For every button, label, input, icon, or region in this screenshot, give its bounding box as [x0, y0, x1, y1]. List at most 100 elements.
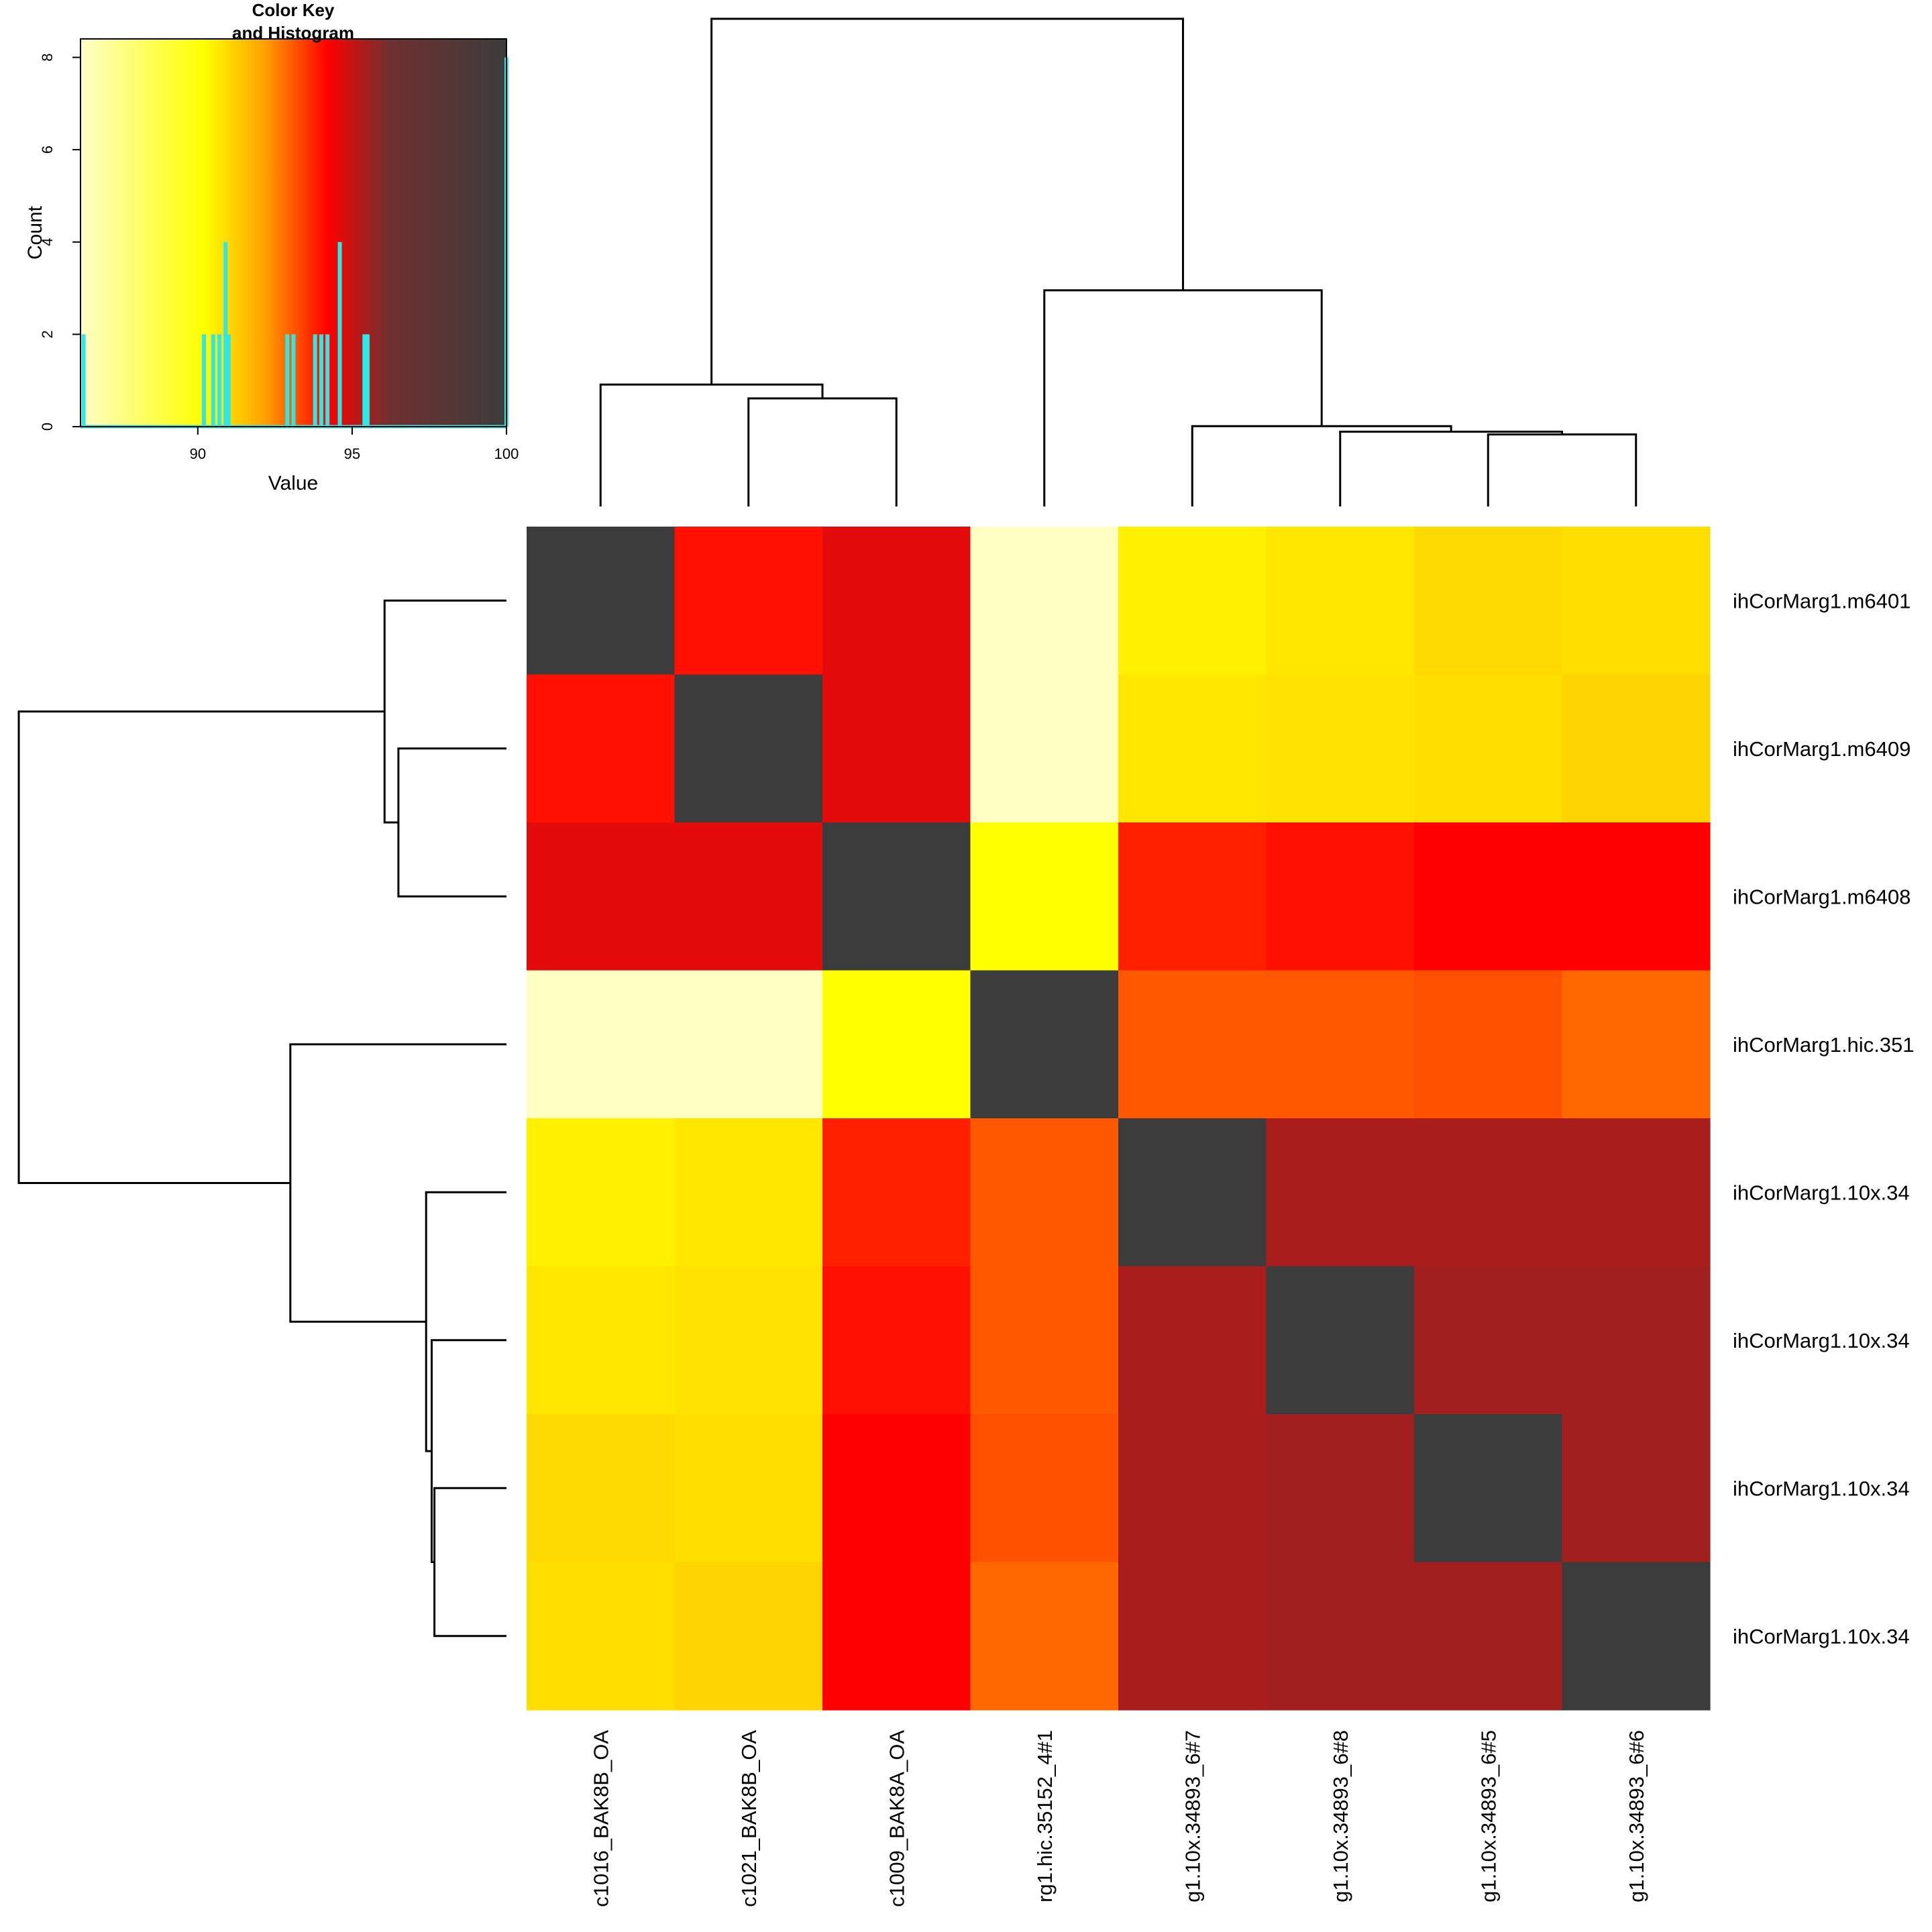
heatmap-cell [1562, 1118, 1711, 1267]
y-tick-label: 2 [39, 330, 56, 338]
column-dendrogram-link [599, 383, 824, 506]
heatmap-cell [1562, 674, 1711, 823]
row-label: ihCorMarg1.m6401 [1733, 589, 1911, 612]
heatmap-cell [970, 674, 1119, 823]
heatmap-cell [970, 970, 1119, 1119]
heatmap-cell [1118, 822, 1267, 971]
column-label: g1.10x.34893_6#5 [1477, 1730, 1500, 1902]
column-label: c1009_BAK8A_OA [885, 1730, 908, 1907]
heatmap-cell [1118, 1118, 1267, 1267]
column-dendrogram-link [1043, 289, 1323, 506]
color-key-subtitle: and Histogram [232, 23, 354, 43]
x-tick-label: 95 [344, 445, 360, 462]
column-label: g1.10x.34893_6#6 [1625, 1730, 1648, 1902]
x-tick-label: 90 [190, 445, 206, 462]
heatmap-cell [527, 527, 676, 676]
heatmap-cell [527, 970, 676, 1119]
heatmap-cell [1118, 970, 1267, 1119]
column-label: c1016_BAK8B_OA [589, 1730, 612, 1907]
column-dendrogram-link [1339, 430, 1563, 506]
row-dendrogram-link [17, 710, 385, 1184]
column-label: rg1.hic.35152_4#1 [1033, 1730, 1057, 1902]
heatmap-cell [1118, 527, 1267, 676]
heatmap-cell [822, 674, 971, 823]
heatmap-cell [1414, 1118, 1563, 1267]
column-dendrogram [599, 17, 1638, 506]
heatmap-cell [1266, 822, 1415, 971]
row-dendrogram [17, 599, 506, 1638]
heatmap-cell [1266, 527, 1415, 676]
row-labels: ihCorMarg1.m6401 ihCorMarg1.m6409 ihCorMar… [1733, 589, 1915, 1648]
heatmap-cell [1266, 1414, 1415, 1563]
column-label: c1021_BAK8B_OA [737, 1730, 761, 1907]
color-key-frame [80, 38, 507, 427]
color-key-y-label: Count [24, 205, 46, 260]
row-label: ihCorMarg1.m6408 [1733, 885, 1911, 908]
row-label: ihCorMarg1.10x.34 [1733, 1181, 1910, 1204]
heatmap-cell [970, 1266, 1119, 1415]
column-dendrogram-link [710, 17, 1184, 385]
y-tick-label: 4 [39, 238, 56, 246]
color-key-x-label: Value [268, 472, 319, 494]
heatmap-cell [822, 1562, 971, 1711]
heatmap-cell [1562, 822, 1711, 971]
heatmap-cell [527, 822, 676, 971]
heatmap-cell [1118, 1562, 1267, 1711]
row-dendrogram-link [289, 1043, 506, 1323]
heatmap-cell [674, 1266, 823, 1415]
heatmap-cell [1266, 674, 1415, 823]
color-key-title: Color Key [252, 0, 335, 20]
y-tick-label: 0 [39, 423, 56, 431]
heatmap-cell [970, 1118, 1119, 1267]
heatmap-cell [1562, 1562, 1711, 1711]
heatmap-cell [1118, 674, 1267, 823]
heatmap-cell [674, 970, 823, 1119]
heatmap-cell [527, 1414, 676, 1563]
heatmap-cell [674, 1118, 823, 1267]
column-dendrogram-link [1191, 425, 1452, 506]
heatmap-cell [1266, 1118, 1415, 1267]
heatmap-cell [674, 1414, 823, 1563]
heatmap-cell [1266, 1266, 1415, 1415]
heatmap-cell [1266, 970, 1415, 1119]
heatmap-cell [1562, 1414, 1711, 1563]
heatmap-cell [822, 822, 971, 971]
heatmap-cell [1118, 1266, 1267, 1415]
heatmap-cell [674, 527, 823, 676]
heatmap-cell [1414, 1266, 1563, 1415]
column-dendrogram-link [1487, 433, 1638, 506]
row-dendrogram-link [430, 1339, 506, 1563]
row-dendrogram-link [433, 1487, 506, 1638]
row-dendrogram-link [383, 599, 506, 824]
row-label: ihCorMarg1.hic.351 [1733, 1033, 1915, 1057]
row-dendrogram-link [397, 747, 506, 898]
heatmap-grid [527, 527, 1711, 1711]
heatmap-cell [1118, 1414, 1267, 1563]
heatmap-cell [674, 1562, 823, 1711]
heatmap-cell [1266, 1562, 1415, 1711]
heatmap-cell [822, 527, 971, 676]
heatmap-cell [970, 1414, 1119, 1563]
heatmap-cell [970, 527, 1119, 676]
heatmap-cell [1562, 1266, 1711, 1415]
color-key-ticks: 90 95 100 0 2 4 6 8 [39, 53, 519, 462]
heatmap-cell [527, 1266, 676, 1415]
heatmap-cell [822, 970, 971, 1119]
row-label: ihCorMarg1.10x.34 [1733, 1329, 1910, 1352]
heatmap-cell [970, 822, 1119, 971]
column-dendrogram-link [747, 397, 898, 506]
heatmap-cell [527, 674, 676, 823]
y-tick-label: 8 [39, 53, 56, 61]
column-label: g1.10x.34893_6#8 [1329, 1730, 1352, 1902]
heatmap-cell [822, 1266, 971, 1415]
row-dendrogram-link [425, 1191, 506, 1452]
row-label: ihCorMarg1.10x.34 [1733, 1477, 1910, 1500]
heatmap-cell [1562, 970, 1711, 1119]
heatmap-cell [674, 822, 823, 971]
heatmap-cell [674, 674, 823, 823]
row-label: ihCorMarg1.m6409 [1733, 737, 1911, 761]
heatmap-cell [1414, 822, 1563, 971]
heatmap-cell [1414, 674, 1563, 823]
heatmap-cell [822, 1414, 971, 1563]
